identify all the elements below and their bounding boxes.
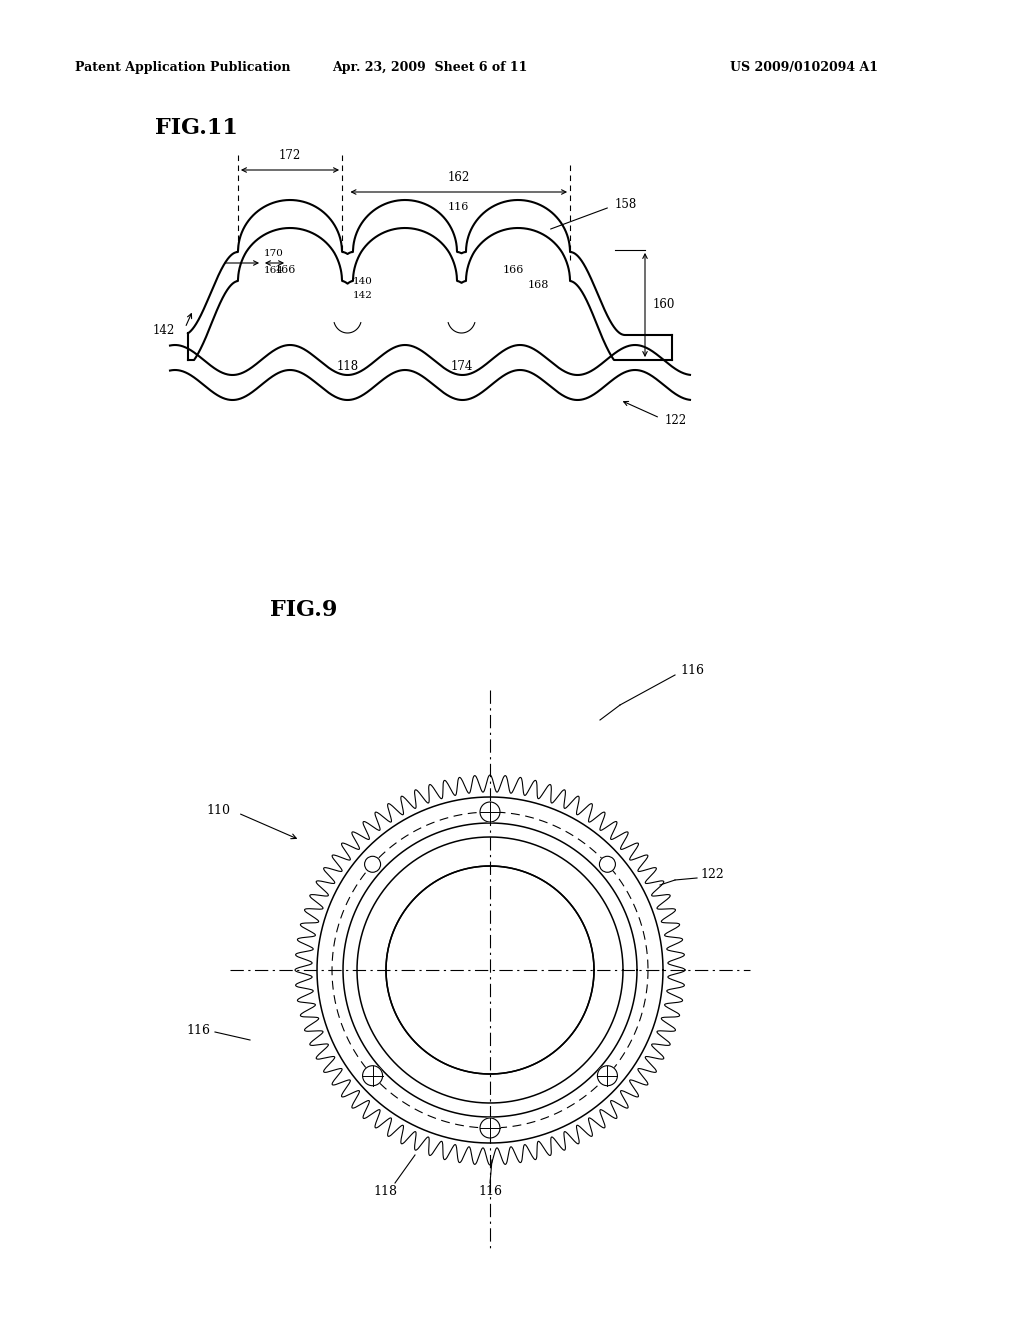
Text: Patent Application Publication: Patent Application Publication (75, 62, 291, 74)
Text: FIG.9: FIG.9 (270, 599, 337, 620)
Text: 164: 164 (264, 267, 284, 275)
Text: FIG.11: FIG.11 (155, 117, 238, 139)
Text: 168: 168 (528, 280, 549, 290)
Polygon shape (170, 345, 690, 400)
Text: 140: 140 (352, 277, 373, 286)
Circle shape (365, 857, 381, 873)
Text: 118: 118 (373, 1185, 397, 1199)
Polygon shape (386, 866, 594, 1074)
Text: 170: 170 (264, 249, 284, 257)
Text: Apr. 23, 2009  Sheet 6 of 11: Apr. 23, 2009 Sheet 6 of 11 (333, 62, 527, 74)
Text: 166: 166 (503, 265, 523, 275)
Text: 142: 142 (153, 323, 175, 337)
Text: 172: 172 (279, 149, 301, 162)
Text: 116: 116 (186, 1023, 210, 1036)
Text: 174: 174 (451, 360, 473, 374)
Text: 118: 118 (337, 360, 358, 374)
Text: 116: 116 (478, 1185, 502, 1199)
Circle shape (480, 1118, 500, 1138)
Circle shape (480, 803, 500, 822)
Circle shape (597, 1065, 617, 1086)
Text: 116: 116 (680, 664, 705, 676)
Text: 142: 142 (352, 290, 373, 300)
Text: 160: 160 (653, 298, 676, 312)
Polygon shape (295, 775, 685, 1166)
Text: 124: 124 (530, 972, 554, 985)
Text: 116: 116 (449, 202, 469, 213)
Text: 158: 158 (615, 198, 637, 211)
Polygon shape (188, 201, 672, 360)
Polygon shape (295, 775, 685, 1166)
Text: 122: 122 (665, 413, 687, 426)
Text: 162: 162 (447, 172, 470, 183)
Circle shape (599, 857, 615, 873)
Text: 122: 122 (700, 869, 724, 882)
Text: 166: 166 (274, 265, 296, 275)
Text: 110: 110 (206, 804, 230, 817)
Circle shape (362, 1065, 383, 1086)
Text: US 2009/0102094 A1: US 2009/0102094 A1 (730, 62, 878, 74)
